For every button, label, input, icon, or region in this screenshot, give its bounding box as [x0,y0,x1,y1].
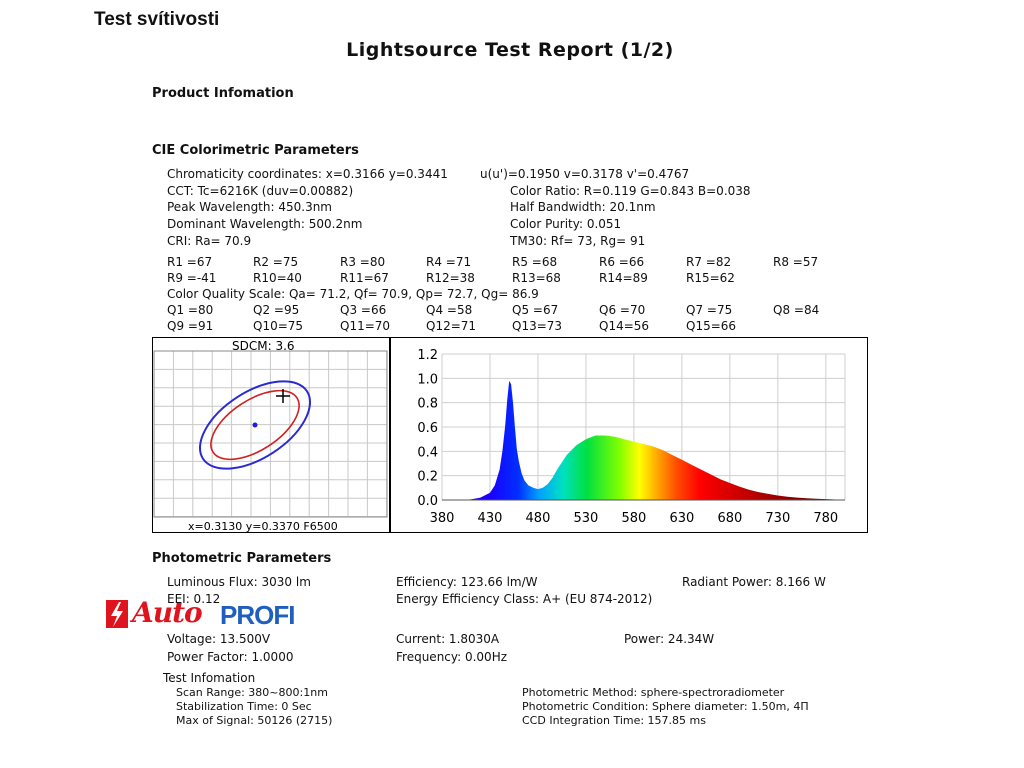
cqs-q-value: Q15=66 [686,319,737,333]
cie-line-right: TM30: Rf= 73, Rg= 91 [510,234,646,248]
report-title: Lightsource Test Report (1/2) [346,39,674,61]
cie-line-left: CCT: Tc=6216K (duv=0.00882) [167,184,354,198]
y-tick-label: 0.4 [417,445,438,460]
lightning-icon [106,600,128,628]
ccd-integration-time: CCD Integration Time: 157.85 ms [522,714,706,727]
cie-line-right: u(u')=0.1950 v=0.3178 v'=0.4767 [480,167,690,181]
spectrum-chart: 1.2 1.0 0.8 0.6 0.4 0.2 0.0 380 430 480 530 580 630… [390,337,868,533]
power-factor: Power Factor: 1.0000 [167,650,294,664]
cqs-q-value: Q3 =66 [340,303,387,317]
color-quality-scale: Color Quality Scale: Qa= 71.2, Qf= 70.9,… [167,287,539,301]
cri-r-value: R4 =71 [426,255,472,269]
cri-r-value: R6 =66 [599,255,645,269]
x-tick-label: 530 [574,511,599,526]
inner-ellipse [210,389,300,461]
y-tick-label: 0.0 [417,494,438,509]
cie-line-right: Color Purity: 0.051 [510,217,622,231]
cie-line-left: CRI: Ra= 70.9 [167,234,252,248]
photometric-method: Photometric Method: sphere-spectroradiom… [522,686,785,699]
cqs-q-value: Q2 =95 [253,303,300,317]
cqs-q-value: Q5 =67 [512,303,559,317]
cqs-q-value: Q6 =70 [599,303,646,317]
cri-r-value: R11=67 [340,271,389,285]
cri-r-value: R3 =80 [340,255,386,269]
max-of-signal: Max of Signal: 50126 (2715) [176,714,333,727]
logo-auto-text: Auto [132,596,203,629]
cri-r-value: R1 =67 [167,255,213,269]
y-tick-label: 0.2 [417,470,438,485]
y-tick-label: 1.0 [417,372,438,387]
cri-r-value: R14=89 [599,271,648,285]
y-tick-label: 0.8 [417,397,438,412]
x-tick-label: 630 [669,511,694,526]
cie-line-left: Dominant Wavelength: 500.2nm [167,217,363,231]
y-tick-label: 1.2 [417,348,438,363]
energy-efficiency-class: Energy Efficiency Class: A+ (EU 874-2012… [396,592,653,606]
cie-line-right: Color Ratio: R=0.119 G=0.843 B=0.038 [510,184,751,198]
plot-frame [153,350,388,518]
cqs-q-value: Q11=70 [340,319,391,333]
x-tick-label: 680 [717,511,742,526]
radiant-power: Radiant Power: 8.166 W [682,575,826,589]
cqs-q-value: Q13=73 [512,319,563,333]
luminous-flux: Luminous Flux: 3030 lm [167,575,311,589]
reference-coordinates: x=0.3130 y=0.3370 F6500 [188,520,338,533]
scan-range: Scan Range: 380~800:1nm [176,686,328,699]
cie-line-right: Half Bandwidth: 20.1nm [510,200,656,214]
cqs-q-value: Q10=75 [253,319,304,333]
section-photometric: Photometric Parameters [152,551,332,566]
cqs-q-value: Q1 =80 [167,303,214,317]
chromaticity-ellipse-plot: SDCM: 3.6 x=0.3130 y=0.3370 F6500 [152,337,390,533]
section-product-information: Product Infomation [152,86,294,101]
cri-r-value: R2 =75 [253,255,299,269]
stabilization-time: Stabilization Time: 0 Sec [176,700,312,713]
cqs-q-value: Q9 =91 [167,319,214,333]
current: Current: 1.8030A [396,632,500,646]
photometric-condition: Photometric Condition: Sphere diameter: … [522,700,809,713]
measured-point-marker [276,389,290,403]
section-cie-colorimetric: CIE Colorimetric Parameters [152,143,359,158]
test-info-heading: Test Infomation [163,671,256,685]
x-tick-label: 580 [621,511,646,526]
page-heading: Test svítivosti [94,9,220,30]
cri-r-value: R12=38 [426,271,475,285]
logo-profi-text: PROFI [220,600,295,630]
sdcm-label: SDCM: 3.6 [232,339,295,353]
cqs-q-value: Q7 =75 [686,303,733,317]
x-tick-label: 380 [430,511,455,526]
cie-line-left: Chromaticity coordinates: x=0.3166 y=0.3… [167,167,448,181]
cqs-q-value: Q14=56 [599,319,650,333]
power: Power: 24.34W [624,632,715,646]
cri-r-value: R5 =68 [512,255,558,269]
reference-point [252,422,258,428]
cri-r-value: R10=40 [253,271,302,285]
cri-r-value: R7 =82 [686,255,732,269]
cqs-q-value: Q8 =84 [773,303,820,317]
cri-r-value: R9 =-41 [167,271,217,285]
x-tick-label: 780 [813,511,838,526]
eei: EEI: 0.12 [167,592,221,606]
cri-r-value: R8 =57 [773,255,819,269]
frequency: Frequency: 0.00Hz [396,650,508,664]
y-tick-label: 0.6 [417,421,438,436]
efficiency: Efficiency: 123.66 lm/W [396,575,538,589]
cri-r-value: R15=62 [686,271,735,285]
outer-ellipse [198,380,312,470]
cri-r-value: R13=68 [512,271,561,285]
cqs-q-value: Q12=71 [426,319,477,333]
x-tick-label: 430 [478,511,503,526]
x-tick-label: 480 [526,511,551,526]
voltage: Voltage: 13.500V [167,632,271,646]
cqs-q-value: Q4 =58 [426,303,473,317]
x-tick-label: 730 [765,511,790,526]
cie-line-left: Peak Wavelength: 450.3nm [167,200,332,214]
spectrum-area [442,380,845,500]
